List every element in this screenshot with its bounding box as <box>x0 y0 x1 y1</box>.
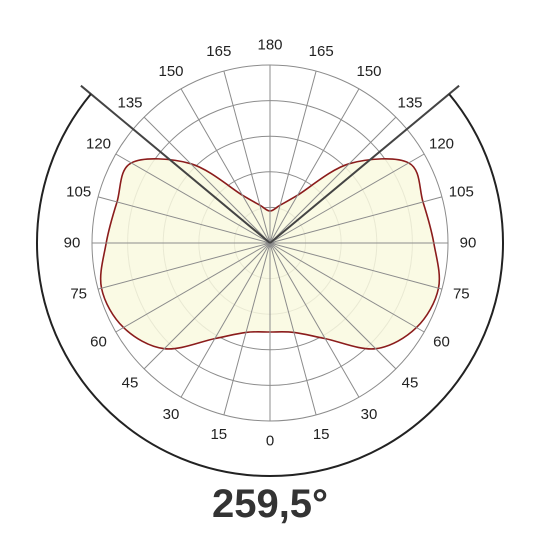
grid-spoke-225 <box>143 116 271 244</box>
grid-spoke-195 <box>223 70 271 244</box>
angle-tick-label: 45 <box>402 375 419 392</box>
angle-tick-label: 150 <box>356 63 381 80</box>
grid-spoke-345 <box>223 242 271 416</box>
beam-angle-arc <box>36 93 504 477</box>
angle-tick-label: 150 <box>158 63 183 80</box>
angle-tick-label: 75 <box>70 286 87 303</box>
beam-line-right <box>269 84 460 244</box>
grid-spoke-330 <box>180 242 271 398</box>
grid-spoke-120 <box>269 153 425 244</box>
angle-tick-label: 90 <box>460 235 477 252</box>
angle-tick-label: 105 <box>449 183 474 200</box>
angle-tick-label: 0 <box>266 433 274 450</box>
angle-tick-label: 30 <box>163 406 180 423</box>
grid-spoke-300 <box>115 242 271 333</box>
angle-tick-label: 180 <box>257 37 282 54</box>
angle-tick-label: 120 <box>86 136 111 153</box>
angle-tick-label: 105 <box>66 183 91 200</box>
beam-line-left <box>80 84 271 244</box>
angle-tick-labels: 0 15 30 45 60 75 90 105 120 135 150 165 180 165 150 135… <box>64 37 477 450</box>
grid-spoke-165 <box>269 70 317 244</box>
grid-spoke-30 <box>269 242 360 398</box>
grid-spoke-240 <box>115 153 271 244</box>
angle-tick-label: 165 <box>206 43 231 60</box>
grid-spoke-315 <box>143 242 271 370</box>
angle-tick-label: 120 <box>429 136 454 153</box>
angle-tick-label: 135 <box>117 95 142 112</box>
angle-tick-label: 15 <box>210 426 227 443</box>
polar-spokes <box>92 65 448 421</box>
beam-angle-lines <box>36 84 504 477</box>
angle-tick-label: 75 <box>453 286 470 303</box>
grid-spoke-255 <box>97 196 271 244</box>
grid-spoke-210 <box>180 88 271 244</box>
angle-tick-label: 15 <box>313 426 330 443</box>
grid-spoke-15 <box>269 242 317 416</box>
angle-tick-label: 90 <box>64 235 81 252</box>
grid-spoke-75 <box>269 242 443 290</box>
angle-tick-label: 60 <box>433 334 450 351</box>
angle-tick-label: 165 <box>309 43 334 60</box>
grid-spoke-105 <box>269 196 443 244</box>
grid-spoke-45 <box>269 242 397 370</box>
beam-angle-value: 259,5° <box>211 482 329 526</box>
angle-tick-label: 135 <box>397 95 422 112</box>
grid-spoke-150 <box>269 88 360 244</box>
angle-tick-label: 30 <box>361 406 378 423</box>
angle-tick-label: 45 <box>122 375 139 392</box>
grid-spoke-60 <box>269 242 425 333</box>
grid-spoke-135 <box>269 116 397 244</box>
angle-tick-label: 60 <box>90 334 107 351</box>
grid-spoke-285 <box>97 242 271 290</box>
